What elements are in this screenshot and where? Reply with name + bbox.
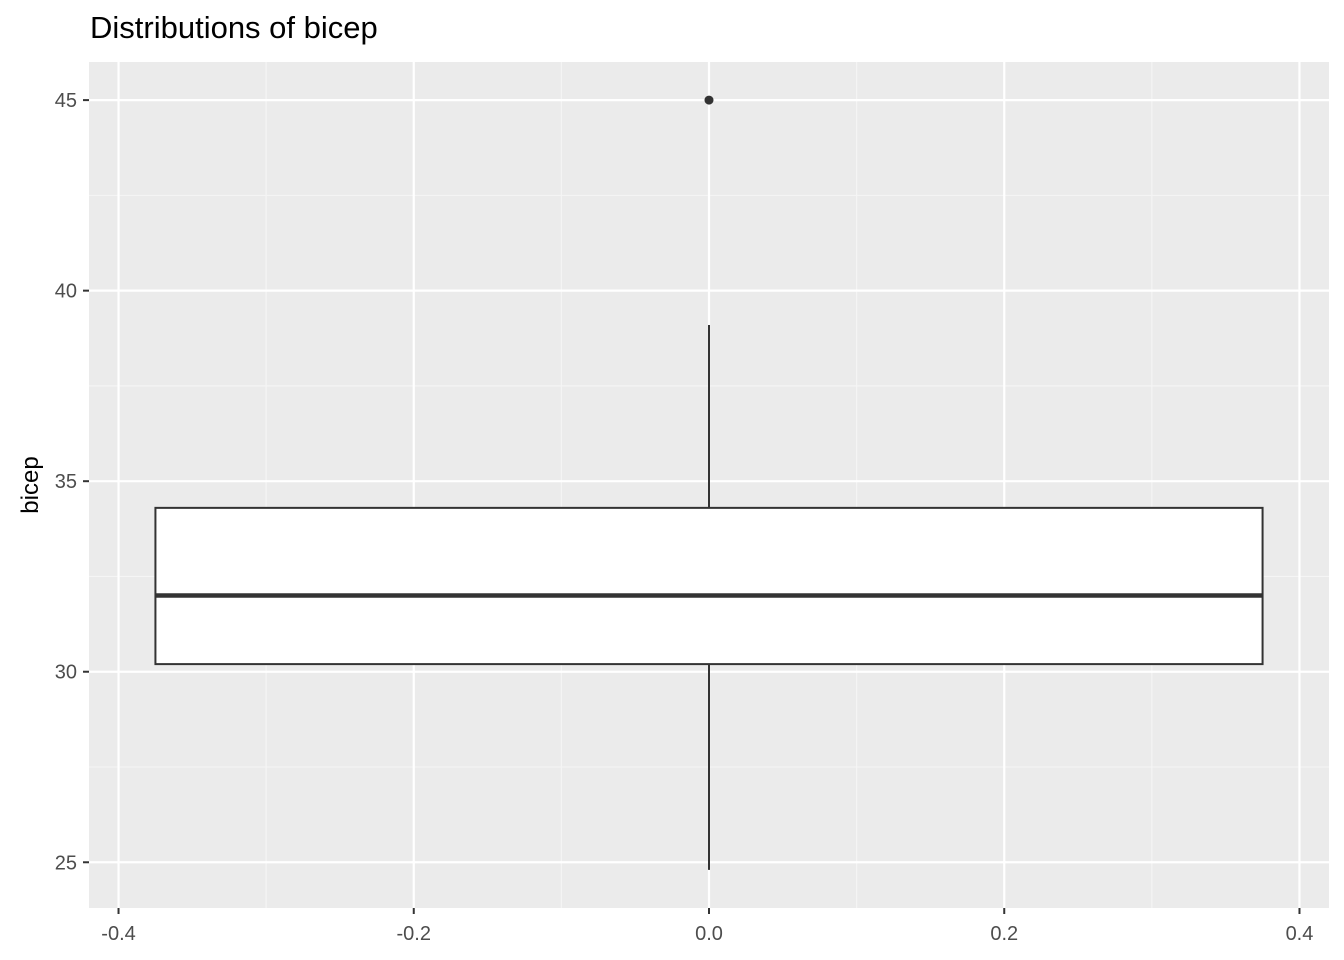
iqr-box: [154, 506, 1264, 666]
box-marks: [154, 95, 1264, 870]
y-tick-label: 40: [55, 281, 77, 303]
x-axis: -0.4 -0.2 0.0 0.2 0.4: [101, 908, 1313, 945]
chart-title: Distributions of bicep: [90, 10, 378, 45]
x-tick-label: -0.2: [397, 923, 431, 945]
y-axis: 25 30 35 40 45: [55, 90, 89, 874]
x-tick-label: 0.2: [990, 923, 1018, 945]
y-tick-label: 35: [55, 471, 77, 493]
x-tick-label: 0.4: [1286, 923, 1314, 945]
y-tick-label: 30: [55, 662, 77, 684]
x-tick-label: 0.0: [695, 923, 723, 945]
outlier-point: [704, 95, 714, 105]
x-tick-label: -0.4: [101, 923, 135, 945]
y-axis-title: bicep: [17, 456, 44, 513]
y-tick-label: 25: [55, 852, 77, 874]
y-tick-label: 45: [55, 90, 77, 112]
